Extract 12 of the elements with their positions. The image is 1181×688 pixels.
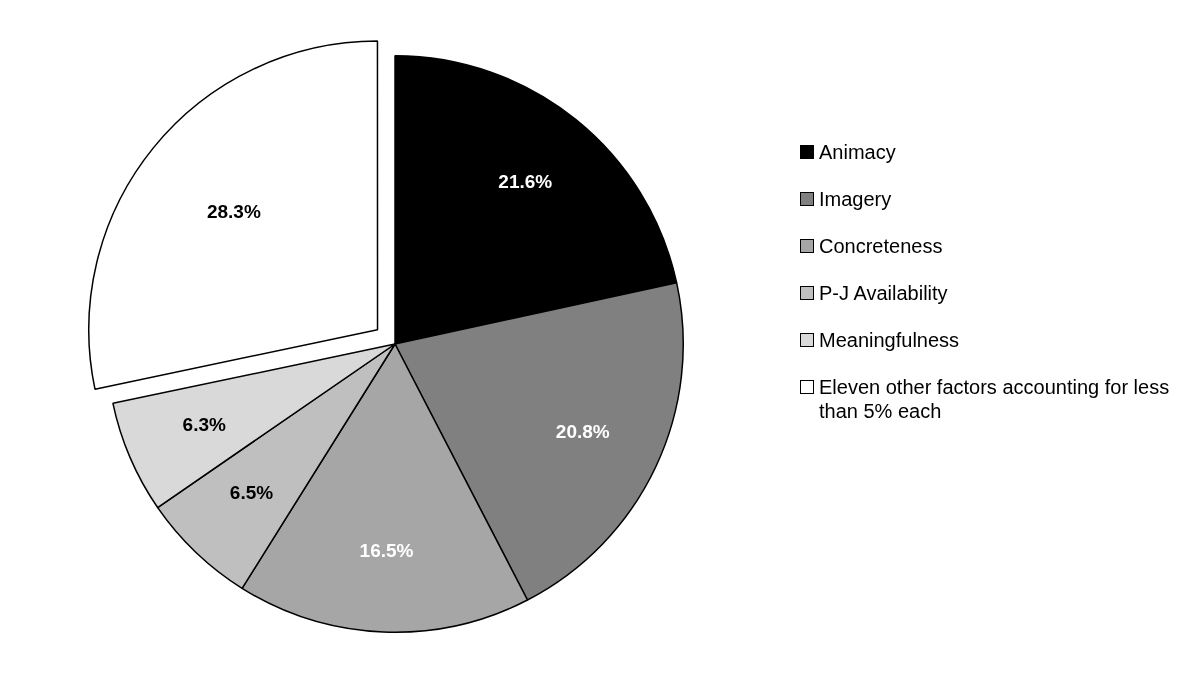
legend-label: P-J Availability xyxy=(819,281,948,305)
legend-label: Concreteness xyxy=(819,234,943,258)
data-label: 16.5% xyxy=(359,539,414,561)
data-label: 21.6% xyxy=(498,170,553,192)
data-label: 6.5% xyxy=(229,482,274,504)
data-label: 28.3% xyxy=(206,201,261,223)
legend-label: Imagery xyxy=(819,187,892,211)
legend-label: Eleven other factors accounting for less than 5% each xyxy=(819,375,1170,423)
data-label: 20.8% xyxy=(555,420,610,442)
data-label: 6.3% xyxy=(182,414,227,436)
legend-label: Animacy xyxy=(819,140,896,164)
legend-label: Meaningfulness xyxy=(819,328,960,352)
